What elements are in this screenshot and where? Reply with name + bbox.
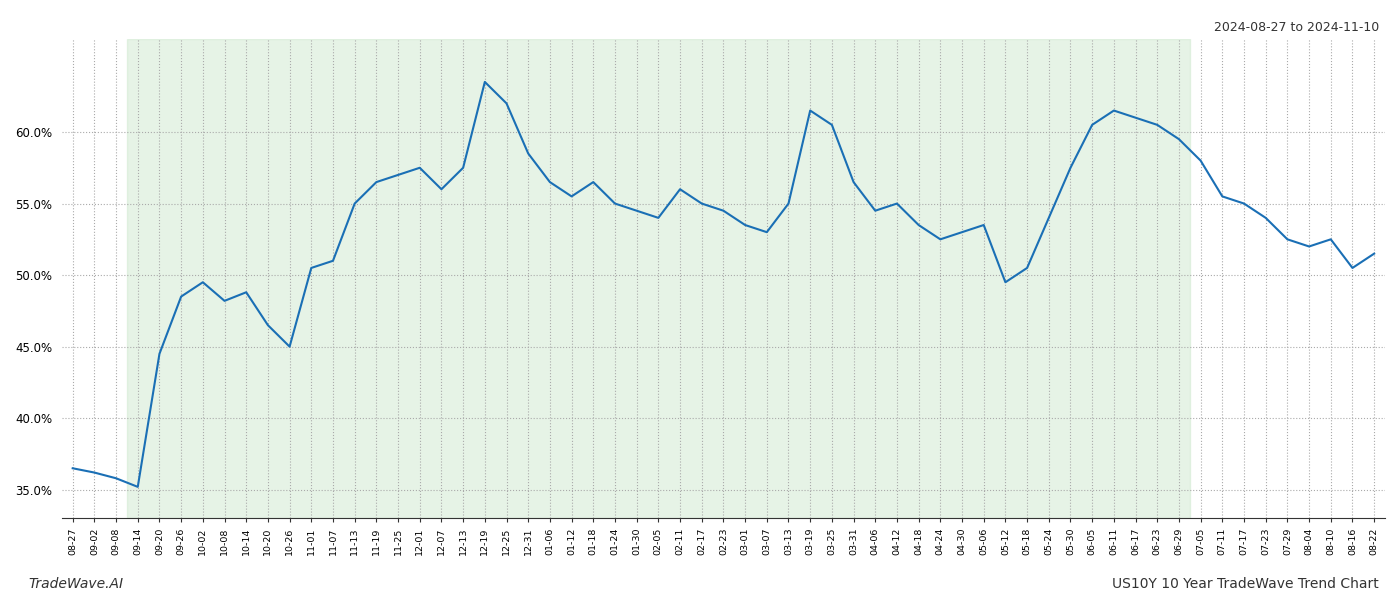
Text: US10Y 10 Year TradeWave Trend Chart: US10Y 10 Year TradeWave Trend Chart [1112,577,1379,591]
Text: 2024-08-27 to 2024-11-10: 2024-08-27 to 2024-11-10 [1214,21,1379,34]
Text: TradeWave.AI: TradeWave.AI [28,577,123,591]
Bar [127,39,1190,518]
